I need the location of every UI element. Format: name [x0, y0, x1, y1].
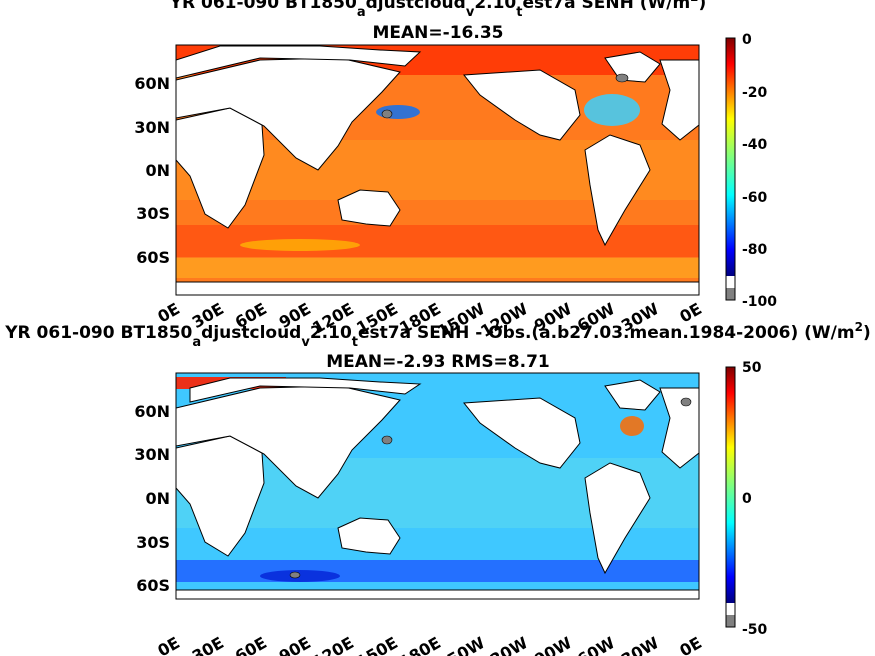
y-tick-label: 30N — [134, 118, 170, 137]
land-masses — [176, 377, 699, 599]
field-patch-southern — [240, 239, 360, 251]
x-tick-label: 120W — [477, 633, 531, 656]
map-plot-area — [176, 373, 699, 599]
x-tick-label: 60E — [232, 633, 270, 656]
y-tick-label: 60S — [136, 576, 170, 595]
colorbar-gradient — [726, 367, 735, 603]
x-tick-label: 30E — [189, 633, 227, 656]
colorbar: 0 -20 -40 -60 -80 -100 — [725, 32, 777, 310]
colorbar-tick-label: -100 — [742, 294, 777, 310]
y-axis-ticks: 60N 30N 0N 30S 60S — [134, 402, 170, 595]
x-tick-label: 150E — [353, 633, 401, 656]
colorbar-frame — [725, 37, 736, 301]
y-tick-label: 30N — [134, 445, 170, 464]
chart-subtitle: MEAN=-2.93 RMS=8.71 — [326, 352, 550, 372]
land-masses — [176, 45, 699, 295]
colorbar-missing-swatch — [726, 288, 735, 300]
x-tick-label: 90E — [276, 633, 314, 656]
chart-title: YR 061-090 BT1850adjustcloudv2.10test7a … — [169, 0, 707, 20]
x-tick-label: 0E — [676, 633, 705, 656]
plot-frame — [175, 372, 700, 600]
colorbar-tick-label: -60 — [742, 190, 768, 206]
colorbar-frame — [725, 366, 736, 628]
x-tick-label: 60W — [574, 633, 618, 656]
field-band-antarctic — [176, 258, 699, 278]
panel-senh-mean: YR 061-090 BT1850adjustcloudv2.10test7a … — [134, 0, 777, 341]
chart-svg-top: YR 061-090 BT1850adjustcloudv2.10test7a … — [134, 0, 777, 341]
colorbar-tick-label: -80 — [742, 242, 768, 258]
colorbar-missing-swatch — [726, 615, 735, 627]
chart-svg-bottom: YR 061-090 BT1850adjustcloudv2.10test7a … — [4, 320, 871, 656]
field-band-southern — [176, 560, 699, 582]
colorbar-missing-swatch — [726, 276, 735, 288]
y-tick-label: 60N — [134, 74, 170, 93]
x-tick-label: 120E — [309, 633, 357, 656]
chart-subtitle: MEAN=-16.35 — [373, 23, 504, 43]
missing-value-patch — [615, 73, 629, 83]
y-tick-label: 0N — [145, 161, 170, 180]
y-tick-label: 60N — [134, 402, 170, 421]
chart-title: YR 061-090 BT1850adjustcloudv2.10test7a … — [4, 320, 871, 350]
y-tick-label: 30S — [136, 204, 170, 223]
x-tick-label: 150W — [434, 633, 488, 656]
y-tick-label: 0N — [145, 489, 170, 508]
colorbar-missing-swatch — [726, 603, 735, 615]
field-patch-gulfstream — [620, 416, 644, 436]
colorbar-tick-label: -50 — [742, 622, 768, 638]
y-tick-label: 30S — [136, 533, 170, 552]
plot-frame — [175, 44, 700, 296]
field-band-south — [176, 225, 699, 257]
missing-value-patch — [680, 397, 692, 407]
missing-value-patch — [289, 571, 301, 579]
colorbar-tick-label: 0 — [742, 32, 752, 48]
colorbar-gradient — [726, 38, 735, 276]
y-axis-ticks: 60N 30N 0N 30S 60S — [134, 74, 170, 267]
missing-value-patch — [381, 435, 393, 445]
x-tick-label: 90W — [531, 633, 575, 656]
panel-senh-bias: YR 061-090 BT1850adjustcloudv2.10test7a … — [0, 320, 875, 656]
colorbar: 50 0 -50 — [725, 360, 768, 638]
map-plot-area — [176, 45, 699, 295]
x-axis-ticks: 0E 30E 60E 90E 120E 150E 180E 150W 120W … — [154, 633, 705, 656]
colorbar-tick-label: -20 — [742, 85, 768, 101]
field-patch-gulfstream — [584, 94, 640, 126]
colorbar-tick-label: 0 — [742, 491, 752, 507]
y-tick-label: 60S — [136, 248, 170, 267]
colorbar-tick-label: -40 — [742, 137, 768, 153]
x-tick-label: 0E — [154, 633, 183, 656]
x-tick-label: 30W — [618, 633, 662, 656]
colorbar-tick-label: 50 — [742, 360, 762, 376]
x-tick-label: 180E — [396, 633, 444, 656]
missing-value-patch — [381, 109, 393, 119]
